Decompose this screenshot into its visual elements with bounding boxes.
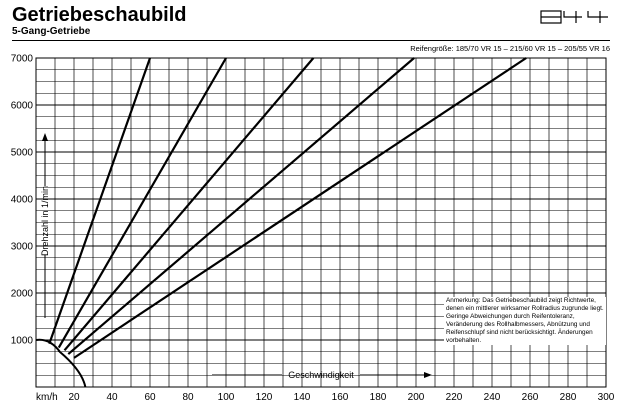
x-tick-label: 260: [522, 392, 539, 403]
y-axis-title: Drehzahl in 1/min: [40, 186, 50, 256]
gear-line-1: [48, 57, 152, 345]
y-tick-labels: 1000 2000 3000 4000 5000 6000 7000: [11, 54, 34, 347]
gear-line-2: [57, 57, 227, 349]
x-tick-label: 100: [218, 392, 235, 403]
x-tick-label: 200: [408, 392, 425, 403]
x-tick-label: 160: [332, 392, 349, 403]
x-tick-label: 20: [68, 392, 80, 403]
y-tick-label: 4000: [11, 195, 34, 206]
x-tick-label: 280: [560, 392, 577, 403]
x-tick-label: 220: [446, 392, 463, 403]
gear-lines: [48, 57, 527, 359]
x-tick-label: 300: [598, 392, 615, 403]
gear-line-4: [67, 57, 415, 355]
tyre-size-note: Reifengröße: 185/70 VR 15 – 215/60 VR 15…: [410, 44, 610, 53]
y-tick-label: 7000: [11, 54, 34, 65]
x-unit-label: km/h: [36, 392, 58, 403]
x-axis-title-group: Geschwindigkeit: [212, 370, 432, 380]
x-tick-label: 240: [484, 392, 501, 403]
y-axis-title-group: Drehzahl in 1/min: [40, 133, 50, 318]
idle-speed-curve: [36, 338, 87, 387]
y-tick-label: 5000: [11, 148, 34, 159]
y-tick-label: 1000: [11, 336, 34, 347]
grid: [36, 58, 606, 387]
x-tick-label: 80: [182, 392, 194, 403]
gear-line-3: [63, 57, 315, 352]
porsche-944-logo: 944: [540, 10, 608, 24]
x-tick-label: 60: [144, 392, 156, 403]
idle-curve: [36, 338, 87, 387]
y-tick-label: 6000: [11, 101, 34, 112]
x-axis-title: Geschwindigkeit: [288, 370, 354, 380]
x-tick-label: 120: [256, 392, 273, 403]
x-tick-label: 140: [294, 392, 311, 403]
y-tick-label: 2000: [11, 289, 34, 300]
x-tick-label: 180: [370, 392, 387, 403]
x-tick-labels: 20 40 60 80 100 120 140 160 180 200 220 240 260 280 30…: [68, 392, 614, 403]
gear-line-5: [73, 57, 527, 359]
page-subtitle: 5-Gang-Getriebe: [12, 26, 91, 37]
remark-note: Anmerkung: Das Getriebeschaubild zeigt R…: [444, 297, 606, 345]
y-tick-label: 3000: [11, 242, 34, 253]
header-divider: [12, 40, 610, 41]
page-title: Getriebeschaubild: [12, 4, 187, 26]
x-tick-label: 40: [106, 392, 118, 403]
